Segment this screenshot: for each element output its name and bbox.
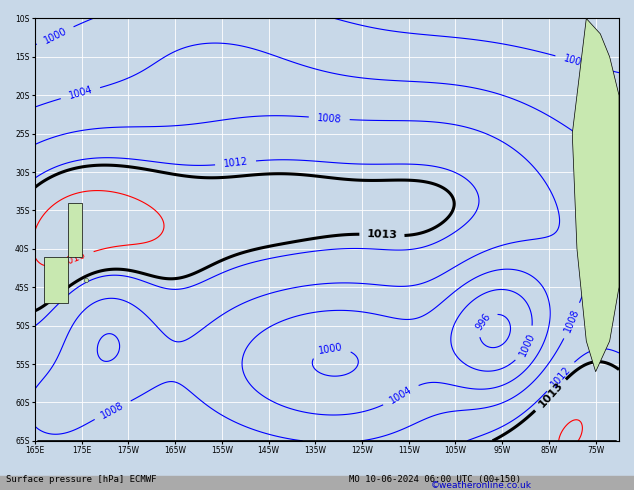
Text: 1012: 1012 [223,157,249,169]
Text: 1013: 1013 [536,380,565,410]
Text: Surface pressure [hPa] ECMWF: Surface pressure [hPa] ECMWF [6,475,157,484]
Polygon shape [573,19,619,372]
Text: 1012: 1012 [548,364,573,389]
Text: 1008: 1008 [563,308,581,334]
Text: 1016: 1016 [61,249,87,268]
Text: 1000: 1000 [42,25,68,46]
Text: 1000: 1000 [318,343,344,356]
Text: 1008: 1008 [316,113,342,124]
Text: 1013: 1013 [366,229,398,241]
Text: 1004: 1004 [67,85,94,101]
Text: 1008: 1008 [100,400,126,420]
Polygon shape [68,203,82,257]
Polygon shape [44,257,68,303]
Text: 1000: 1000 [517,331,536,357]
Text: ©weatheronline.co.uk: ©weatheronline.co.uk [431,481,532,490]
Text: MO 10-06-2024 06:00 UTC (00+150): MO 10-06-2024 06:00 UTC (00+150) [349,475,521,484]
Text: 1004: 1004 [388,385,414,406]
Text: 1000: 1000 [562,53,588,70]
Text: 996: 996 [474,312,493,333]
